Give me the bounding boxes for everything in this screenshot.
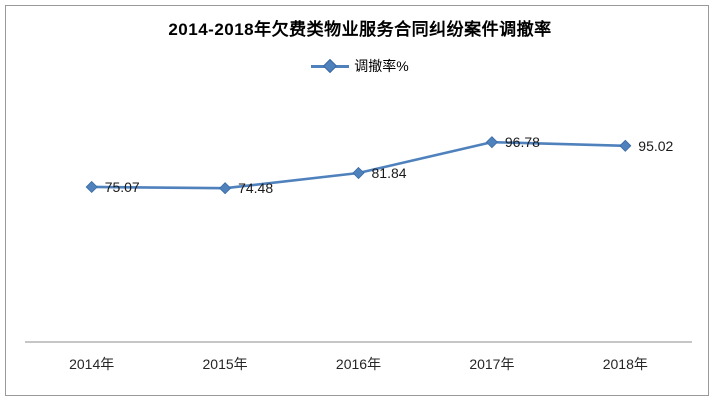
x-axis-tick-label: 2017年 [469, 356, 514, 372]
x-axis-tick-label: 2018年 [603, 356, 648, 372]
series-line [90, 140, 627, 190]
data-point-label: 75.07 [105, 179, 140, 195]
legend-series-label: 调撤率% [354, 58, 409, 74]
data-point-label: 96.78 [505, 134, 540, 150]
x-axis-tick-label: 2014年 [69, 356, 114, 372]
x-axis-tick-label: 2015年 [203, 356, 248, 372]
chart-title: 2014-2018年欠费类物业服务合同纠纷案件调撤率 [168, 20, 552, 39]
data-point-marker-icon [219, 182, 232, 195]
data-point-marker-icon [619, 139, 632, 152]
data-point-marker-icon [485, 136, 498, 149]
legend-line-marker-icon [311, 58, 350, 74]
data-point-label: 81.84 [372, 165, 407, 181]
data-point-label: 74.48 [238, 180, 273, 196]
chart-frame [5, 5, 709, 396]
x-axis-tick-label: 2016年 [336, 356, 381, 372]
data-point-marker-icon [352, 166, 365, 180]
chart-legend: 调撤率% [0, 56, 720, 76]
data-point-marker-icon [85, 180, 98, 194]
data-point-label: 95.02 [638, 138, 673, 154]
